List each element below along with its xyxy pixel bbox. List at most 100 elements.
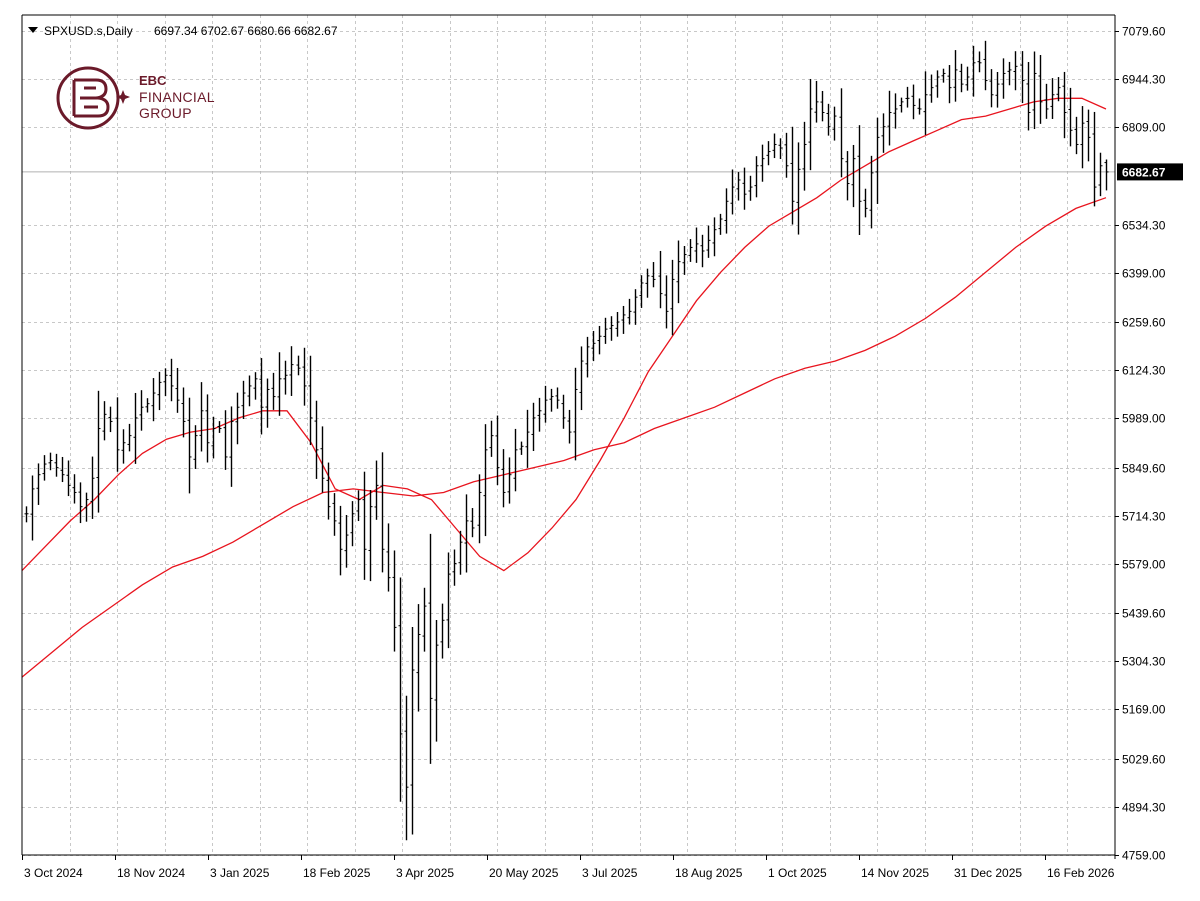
ohlc-bar [24, 506, 29, 523]
ohlc-bar [591, 330, 596, 362]
ohlc-bar [440, 603, 445, 659]
ohlc-bar [760, 144, 765, 182]
ohlc-bar [658, 250, 663, 309]
ohlc-bar [434, 619, 439, 742]
axes: 7079.60 6944.30 6809.00 6534.30 6399.00 6259.… [21, 14, 1166, 880]
ohlc-bar [519, 441, 524, 455]
ohlc-bar [1038, 55, 1043, 124]
ohlc-bar [935, 70, 940, 98]
ohlc-bar [977, 51, 982, 73]
ohlc-bar [651, 262, 656, 288]
logo-circle-icon [56, 66, 120, 130]
ohlc-bar [223, 410, 228, 470]
ohlc-bar [483, 424, 488, 537]
ohlc-bar [1074, 116, 1079, 155]
ohlc-bar [736, 172, 741, 201]
ohlc-bar [971, 45, 976, 97]
ohlc-bar [790, 126, 795, 225]
y-tick-label: 5989.00 [1122, 412, 1166, 426]
logo-line-2: FINANCIAL [139, 89, 215, 105]
y-tick-label: 7079.60 [1122, 25, 1166, 39]
ohlc-bar [54, 453, 59, 477]
dropdown-triangle-icon[interactable] [28, 27, 38, 33]
ohlc-bar [561, 394, 566, 429]
ohlc-bar [181, 387, 186, 438]
ohlc-bar [217, 421, 222, 433]
ohlc-bar [277, 352, 282, 416]
ohlc-bar [1007, 61, 1012, 86]
ohlc-bar [995, 71, 1000, 108]
x-tick-label: 16 Feb 2026 [1047, 866, 1115, 880]
ohlc-bar [102, 401, 107, 441]
ohlc-bar [712, 217, 717, 257]
ohlc-bar [470, 508, 475, 538]
y-tick-label: 5439.60 [1122, 607, 1166, 621]
ohlc-bar [477, 474, 482, 544]
ohlc-bar [754, 156, 759, 198]
ohlc-bar [193, 425, 198, 469]
ohlc-bar [1013, 51, 1018, 91]
ohlc-bar [603, 317, 608, 344]
ohlc-bar [211, 416, 216, 459]
ohlc-bar [772, 133, 777, 159]
y-tick-label: 6809.00 [1122, 121, 1166, 135]
ohlc-bar [857, 125, 862, 236]
ohlc-bar [688, 239, 693, 262]
ohlc-bar [362, 471, 367, 580]
ohlc-bar [133, 392, 138, 464]
ohlc-bar [1032, 51, 1037, 130]
current-price-box [1117, 163, 1183, 181]
ohlc-bar [1092, 111, 1097, 207]
ohlc-bar [410, 626, 415, 835]
x-tick-label: 18 Feb 2025 [303, 866, 371, 880]
ohlc-bar [525, 409, 530, 468]
ohlc-bar [826, 103, 831, 136]
ohlc-bar [899, 97, 904, 113]
ohlc-bar [863, 188, 868, 218]
ohlc-bar [344, 514, 349, 568]
ohlc-bar [265, 378, 270, 428]
ohlc-bar [90, 456, 95, 519]
ohlc-bar [489, 420, 494, 457]
ohlc-bar [187, 397, 192, 494]
ohlc-bar [1068, 87, 1073, 147]
y-tick-label: 6124.30 [1122, 364, 1166, 378]
x-tick-label: 3 Jan 2025 [210, 866, 270, 880]
ohlc-bar [332, 493, 337, 536]
ohlc-bar [923, 71, 928, 135]
ohlc-bar [615, 312, 620, 337]
ohlc-bar [537, 397, 542, 432]
ohlc-bar [700, 234, 705, 268]
chart-header[interactable]: SPXUSD.s,Daily 6697.34 6702.67 6680.66 6… [28, 24, 338, 38]
ohlc-bar [199, 382, 204, 452]
ohlc-bar [832, 106, 837, 141]
ohlc-bar [247, 375, 252, 407]
ohlc-bar [314, 400, 319, 479]
x-tick-label: 18 Aug 2025 [675, 866, 743, 880]
ohlc-bar [724, 188, 729, 234]
ohlc-bar [676, 240, 681, 304]
y-tick-label: 5714.30 [1122, 510, 1166, 524]
ohlc-bar [742, 167, 747, 210]
y-tick-label: 6944.30 [1122, 73, 1166, 87]
ohlc-bar [633, 289, 638, 325]
ohlc-bar [609, 316, 614, 341]
ohlc-bar [464, 494, 469, 573]
ohlc-bar [169, 358, 174, 402]
ohlc-bar [784, 132, 789, 178]
ma-slow-line [21, 197, 1107, 678]
ohlc-bar [241, 380, 246, 419]
ohlc-bar [139, 390, 144, 431]
ohlc-bar [839, 88, 844, 178]
ohlc-bar [289, 346, 294, 396]
x-tick-label: 3 Jul 2025 [582, 866, 638, 880]
ohlc-bar [947, 65, 952, 104]
ohlc-bar [422, 587, 427, 652]
ohlc-bar [869, 155, 874, 229]
ohlc-bar [446, 552, 451, 649]
ohlc-bar [766, 141, 771, 166]
ohlc-bar [308, 355, 313, 446]
ohlc-bar [664, 275, 669, 329]
price-bars [24, 40, 1109, 841]
